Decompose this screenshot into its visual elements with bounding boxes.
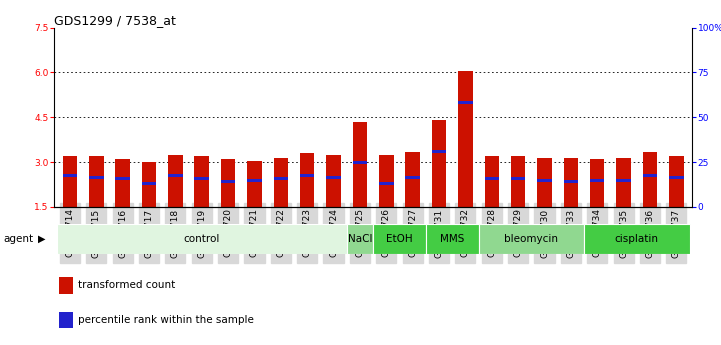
- Text: cisplatin: cisplatin: [615, 234, 659, 244]
- Bar: [273, 158, 288, 207]
- Bar: [63, 156, 77, 207]
- Bar: [379, 181, 394, 185]
- Bar: [616, 158, 631, 207]
- Text: transformed count: transformed count: [79, 280, 176, 290]
- Bar: [485, 177, 499, 180]
- Bar: [458, 71, 473, 207]
- Bar: [590, 179, 604, 181]
- Bar: [89, 156, 104, 207]
- Text: NaCl: NaCl: [348, 234, 372, 244]
- Text: EtOH: EtOH: [386, 234, 413, 244]
- Bar: [537, 158, 552, 207]
- Bar: [616, 179, 631, 181]
- Bar: [511, 177, 526, 180]
- Bar: [195, 177, 209, 180]
- Text: control: control: [184, 234, 220, 244]
- Bar: [590, 159, 604, 207]
- Bar: [669, 176, 684, 179]
- Text: ▶: ▶: [37, 234, 45, 244]
- Bar: [327, 155, 341, 207]
- Bar: [115, 159, 130, 207]
- Bar: [426, 224, 479, 254]
- Bar: [327, 176, 341, 179]
- Bar: [564, 180, 578, 183]
- Bar: [221, 159, 235, 207]
- Bar: [485, 156, 499, 207]
- Bar: [479, 224, 584, 254]
- Bar: [432, 120, 446, 207]
- Bar: [405, 176, 420, 179]
- Bar: [458, 101, 473, 104]
- Bar: [59, 312, 74, 328]
- Bar: [168, 174, 182, 177]
- Bar: [432, 150, 446, 153]
- Bar: [405, 152, 420, 207]
- Bar: [511, 156, 526, 207]
- Bar: [247, 161, 262, 207]
- Text: bleomycin: bleomycin: [504, 234, 558, 244]
- Bar: [373, 224, 426, 254]
- Bar: [273, 177, 288, 180]
- Text: percentile rank within the sample: percentile rank within the sample: [79, 315, 255, 325]
- Bar: [195, 156, 209, 207]
- Bar: [300, 153, 314, 207]
- Bar: [59, 277, 74, 294]
- Bar: [584, 224, 689, 254]
- Bar: [564, 158, 578, 207]
- Bar: [353, 161, 367, 164]
- Bar: [115, 177, 130, 180]
- Text: GDS1299 / 7538_at: GDS1299 / 7538_at: [54, 14, 176, 27]
- Bar: [347, 224, 373, 254]
- Bar: [221, 180, 235, 183]
- Bar: [57, 224, 347, 254]
- Bar: [89, 176, 104, 179]
- Bar: [537, 179, 552, 181]
- Bar: [353, 122, 367, 207]
- Text: agent: agent: [3, 234, 33, 244]
- Bar: [669, 156, 684, 207]
- Bar: [247, 179, 262, 181]
- Bar: [142, 162, 156, 207]
- Bar: [63, 174, 77, 177]
- Bar: [300, 174, 314, 177]
- Bar: [642, 174, 658, 177]
- Bar: [168, 155, 182, 207]
- Bar: [142, 181, 156, 185]
- Bar: [642, 152, 658, 207]
- Bar: [379, 155, 394, 207]
- Text: MMS: MMS: [440, 234, 464, 244]
